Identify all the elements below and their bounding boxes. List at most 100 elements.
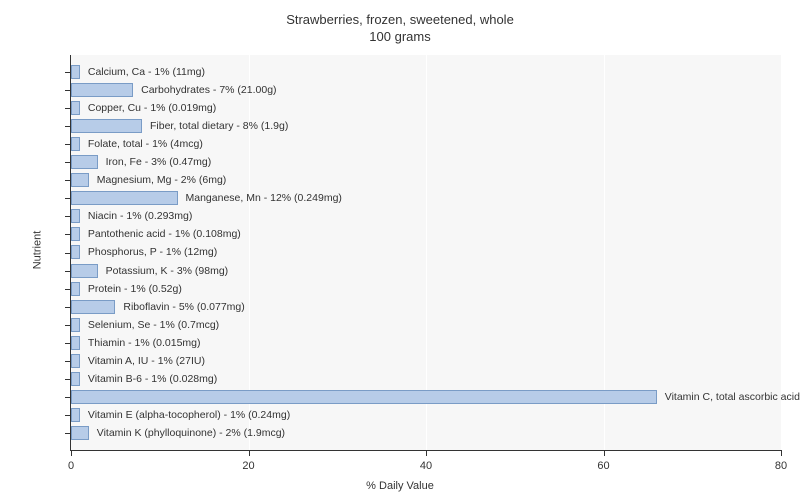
nutrient-bar	[71, 191, 178, 205]
nutrient-bar-label: Riboflavin - 5% (0.077mg)	[117, 299, 244, 315]
nutrient-bar	[71, 336, 80, 350]
y-tick	[65, 126, 71, 127]
bar-row: Calcium, Ca - 1% (11mg)	[71, 64, 781, 80]
x-tick	[249, 450, 250, 456]
nutrient-bar-label: Selenium, Se - 1% (0.7mcg)	[82, 317, 219, 333]
y-tick	[65, 397, 71, 398]
y-tick	[65, 271, 71, 272]
title-line-1: Strawberries, frozen, sweetened, whole	[286, 12, 514, 27]
nutrient-bar-label: Calcium, Ca - 1% (11mg)	[82, 64, 205, 80]
y-tick	[65, 379, 71, 380]
y-tick	[65, 433, 71, 434]
nutrient-bar	[71, 173, 89, 187]
nutrient-bar-label: Vitamin K (phylloquinone) - 2% (1.9mcg)	[91, 425, 285, 441]
x-tick-label: 0	[68, 460, 74, 472]
y-tick	[65, 361, 71, 362]
nutrient-bar-label: Vitamin B-6 - 1% (0.028mg)	[82, 371, 217, 387]
nutrient-bar-label: Vitamin E (alpha-tocopherol) - 1% (0.24m…	[82, 407, 290, 423]
nutrient-bar	[71, 137, 80, 151]
bar-row: Vitamin A, IU - 1% (27IU)	[71, 353, 781, 369]
bar-row: Carbohydrates - 7% (21.00g)	[71, 82, 781, 98]
y-tick	[65, 198, 71, 199]
bar-row: Iron, Fe - 3% (0.47mg)	[71, 154, 781, 170]
bar-row: Folate, total - 1% (4mcg)	[71, 136, 781, 152]
nutrient-bar	[71, 245, 80, 259]
nutrient-bar	[71, 300, 115, 314]
nutrient-bar	[71, 155, 98, 169]
y-tick	[65, 307, 71, 308]
x-tick	[781, 450, 782, 456]
bar-row: Potassium, K - 3% (98mg)	[71, 263, 781, 279]
bar-row: Niacin - 1% (0.293mg)	[71, 208, 781, 224]
bar-row: Thiamin - 1% (0.015mg)	[71, 335, 781, 351]
nutrient-bar-label: Copper, Cu - 1% (0.019mg)	[82, 100, 216, 116]
x-tick-label: 20	[242, 460, 254, 472]
bar-row: Vitamin C, total ascorbic acid - 66% (39…	[71, 389, 781, 405]
nutrient-bar	[71, 65, 80, 79]
y-tick	[65, 325, 71, 326]
y-tick	[65, 343, 71, 344]
bar-row: Pantothenic acid - 1% (0.108mg)	[71, 226, 781, 242]
title-line-2: 100 grams	[369, 29, 430, 44]
bar-row: Riboflavin - 5% (0.077mg)	[71, 299, 781, 315]
nutrient-bar-label: Folate, total - 1% (4mcg)	[82, 136, 203, 152]
bar-row: Fiber, total dietary - 8% (1.9g)	[71, 118, 781, 134]
y-tick	[65, 162, 71, 163]
nutrient-bar-label: Niacin - 1% (0.293mg)	[82, 208, 192, 224]
y-tick	[65, 90, 71, 91]
y-tick	[65, 72, 71, 73]
nutrient-bar	[71, 354, 80, 368]
nutrient-bar-label: Fiber, total dietary - 8% (1.9g)	[144, 118, 288, 134]
y-tick	[65, 253, 71, 254]
nutrient-bar	[71, 372, 80, 386]
bar-row: Vitamin K (phylloquinone) - 2% (1.9mcg)	[71, 425, 781, 441]
y-tick	[65, 289, 71, 290]
nutrient-bar	[71, 264, 98, 278]
x-tick-label: 60	[597, 460, 609, 472]
bar-row: Manganese, Mn - 12% (0.249mg)	[71, 190, 781, 206]
nutrient-bar-label: Thiamin - 1% (0.015mg)	[82, 335, 201, 351]
plot-area: Calcium, Ca - 1% (11mg) Carbohydrates - 7…	[70, 55, 781, 451]
nutrient-bar-label: Carbohydrates - 7% (21.00g)	[135, 82, 276, 98]
y-tick	[65, 415, 71, 416]
nutrient-bar-label: Vitamin C, total ascorbic acid - 66% (39…	[659, 389, 800, 405]
nutrient-bar-label: Iron, Fe - 3% (0.47mg)	[100, 154, 212, 170]
y-tick	[65, 108, 71, 109]
bars-container: Calcium, Ca - 1% (11mg) Carbohydrates - 7…	[71, 63, 781, 442]
x-axis-label: % Daily Value	[366, 480, 434, 492]
nutrient-bar	[71, 101, 80, 115]
nutrient-bar	[71, 83, 133, 97]
nutrient-bar	[71, 408, 80, 422]
nutrient-bar-label: Manganese, Mn - 12% (0.249mg)	[180, 190, 342, 206]
nutrient-bar-label: Pantothenic acid - 1% (0.108mg)	[82, 226, 241, 242]
bar-row: Magnesium, Mg - 2% (6mg)	[71, 172, 781, 188]
bar-row: Protein - 1% (0.52g)	[71, 281, 781, 297]
y-tick	[65, 144, 71, 145]
nutrient-bar	[71, 282, 80, 296]
y-tick	[65, 216, 71, 217]
x-tick	[426, 450, 427, 456]
nutrient-bar	[71, 119, 142, 133]
bar-row: Phosphorus, P - 1% (12mg)	[71, 244, 781, 260]
nutrient-bar-label: Magnesium, Mg - 2% (6mg)	[91, 172, 227, 188]
nutrient-bar-label: Potassium, K - 3% (98mg)	[100, 263, 229, 279]
nutrient-bar-label: Protein - 1% (0.52g)	[82, 281, 182, 297]
nutrient-bar	[71, 209, 80, 223]
bar-row: Copper, Cu - 1% (0.019mg)	[71, 100, 781, 116]
bar-row: Selenium, Se - 1% (0.7mcg)	[71, 317, 781, 333]
x-tick	[604, 450, 605, 456]
nutrient-bar	[71, 318, 80, 332]
y-axis-label: Nutrient	[31, 231, 43, 270]
bar-row: Vitamin B-6 - 1% (0.028mg)	[71, 371, 781, 387]
nutrient-bar	[71, 426, 89, 440]
x-tick-label: 80	[775, 460, 787, 472]
nutrient-bar	[71, 227, 80, 241]
x-tick-label: 40	[420, 460, 432, 472]
nutrient-bar-label: Phosphorus, P - 1% (12mg)	[82, 244, 217, 260]
nutrient-bar-label: Vitamin A, IU - 1% (27IU)	[82, 353, 205, 369]
y-tick	[65, 234, 71, 235]
x-tick	[71, 450, 72, 456]
y-tick	[65, 180, 71, 181]
chart-title: Strawberries, frozen, sweetened, whole 1…	[0, 0, 800, 46]
nutrient-bar	[71, 390, 657, 404]
